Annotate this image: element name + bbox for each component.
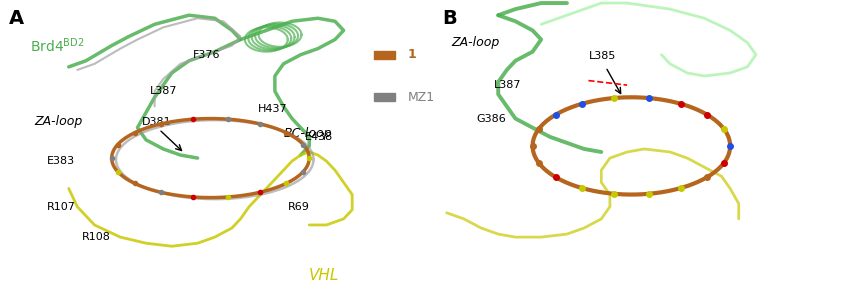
Text: VHL: VHL xyxy=(309,268,339,283)
Text: BC-loop: BC-loop xyxy=(283,127,332,140)
Text: D381: D381 xyxy=(142,117,171,126)
Text: G386: G386 xyxy=(477,114,507,123)
Text: Brd4$^{\rm BD2}$: Brd4$^{\rm BD2}$ xyxy=(30,36,84,55)
Text: E438: E438 xyxy=(305,132,333,142)
Text: MZ1: MZ1 xyxy=(408,91,436,104)
Text: H437: H437 xyxy=(258,105,287,114)
Text: L387: L387 xyxy=(150,86,178,96)
Text: L387: L387 xyxy=(494,80,521,90)
Text: R108: R108 xyxy=(82,232,111,242)
Text: A: A xyxy=(9,9,24,28)
Bar xyxy=(374,94,395,101)
Text: ZA-loop: ZA-loop xyxy=(34,115,82,128)
Text: 1: 1 xyxy=(408,48,417,61)
Bar xyxy=(374,51,395,59)
Text: F376: F376 xyxy=(193,50,221,60)
Text: E383: E383 xyxy=(47,156,76,166)
Text: R69: R69 xyxy=(288,202,309,212)
Text: L385: L385 xyxy=(588,51,616,61)
Text: ZA-loop: ZA-loop xyxy=(451,36,499,50)
Text: B: B xyxy=(442,9,457,28)
Text: R107: R107 xyxy=(47,202,76,212)
